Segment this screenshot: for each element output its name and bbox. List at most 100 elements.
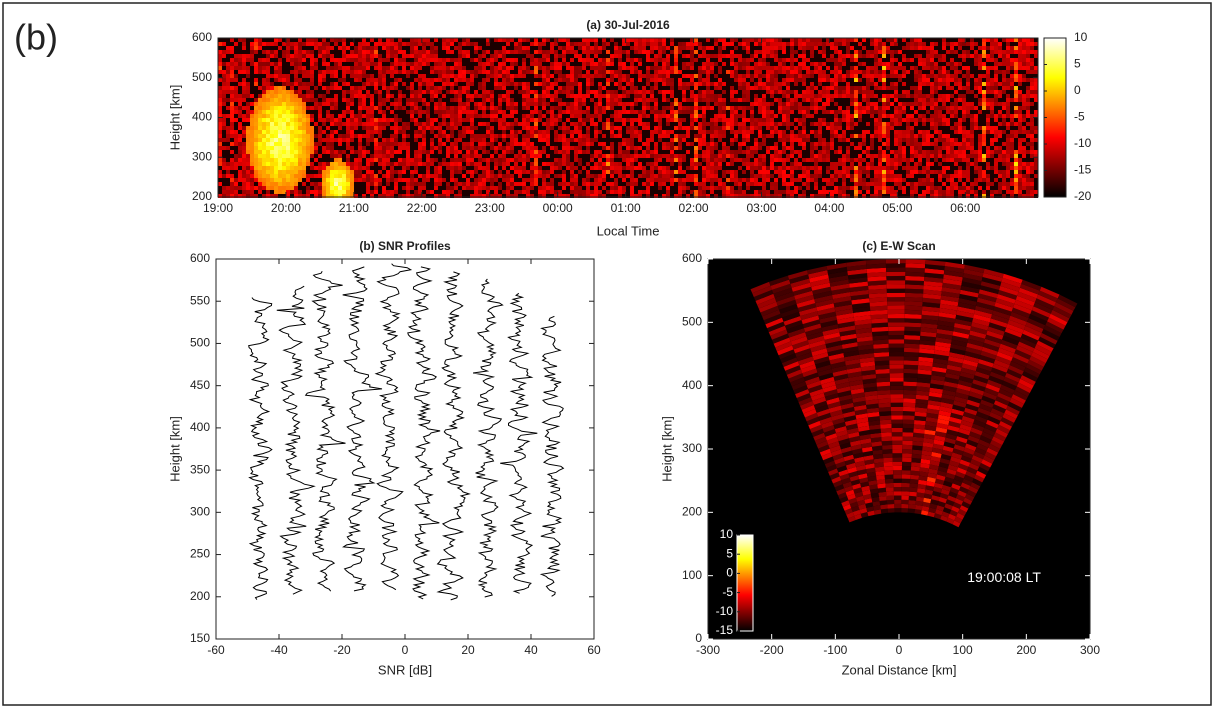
heatmap-texture (398, 66, 402, 70)
heatmap-texture (302, 162, 306, 166)
heatmap-texture (582, 186, 586, 190)
heatmap-texture (486, 162, 490, 166)
heatmap-texture (490, 102, 494, 106)
heatmap-texture (234, 186, 238, 190)
heatmap-texture (334, 142, 338, 146)
heatmap-texture (426, 70, 430, 74)
heatmap-texture (362, 134, 366, 138)
heatmap-texture (538, 142, 542, 146)
heatmap-texture (698, 150, 702, 154)
heatmap-texture (706, 162, 710, 166)
heatmap-texture (566, 102, 570, 106)
heatmap-texture (238, 186, 242, 190)
heatmap-texture (710, 54, 714, 58)
heatmap-texture (386, 54, 390, 58)
heatmap-texture (586, 170, 590, 174)
heatmap-texture (654, 154, 658, 158)
heatmap-texture (698, 190, 702, 194)
heatmap-texture (314, 170, 318, 174)
heatmap-texture (350, 66, 354, 70)
heatmap-texture (638, 178, 642, 182)
heatmap-texture (626, 106, 630, 110)
heatmap-texture (510, 146, 514, 150)
heatmap-texture (522, 130, 526, 134)
heatmap-texture (678, 74, 682, 78)
heatmap-texture (622, 158, 626, 162)
heatmap-texture (582, 90, 586, 94)
heatmap-texture (226, 54, 230, 58)
heatmap-texture (502, 122, 506, 126)
heatmap-texture (310, 90, 314, 94)
heatmap-texture (322, 110, 326, 114)
heatmap-texture (690, 158, 694, 162)
heatmap-texture (366, 190, 370, 194)
heatmap-texture (486, 118, 490, 122)
heatmap-texture (286, 106, 290, 110)
heatmap-texture (570, 38, 574, 42)
heatmap-texture (242, 170, 246, 174)
heatmap-texture (346, 158, 350, 162)
heatmap-texture (322, 58, 326, 62)
heatmap-texture (446, 118, 450, 122)
heatmap-texture (646, 114, 650, 118)
heatmap-texture (654, 162, 658, 166)
heatmap-texture (250, 86, 254, 90)
heatmap-texture (674, 90, 678, 94)
heatmap-texture (342, 150, 346, 154)
heatmap-texture (654, 142, 658, 146)
heatmap-texture (482, 74, 486, 78)
heatmap-texture (362, 62, 366, 66)
heatmap-texture (646, 42, 650, 46)
heatmap-texture (274, 114, 278, 118)
heatmap-texture (434, 70, 438, 74)
heatmap-texture (662, 98, 666, 102)
heatmap-texture (502, 38, 506, 42)
heatmap-texture (626, 42, 630, 46)
heatmap-texture (382, 62, 386, 66)
heatmap-texture (434, 46, 438, 50)
heatmap-texture (550, 78, 554, 82)
heatmap-texture (354, 178, 358, 182)
heatmap-texture (602, 38, 606, 42)
heatmap-texture (578, 78, 582, 82)
heatmap-texture (650, 58, 654, 62)
heatmap-texture (594, 110, 598, 114)
heatmap-texture (622, 166, 626, 170)
heatmap-texture (566, 134, 570, 138)
heatmap-texture (698, 170, 702, 174)
heatmap-texture (466, 170, 470, 174)
heatmap-texture (258, 190, 262, 194)
heatmap-texture (566, 50, 570, 54)
heatmap-texture (626, 130, 630, 134)
heatmap-texture (470, 58, 474, 62)
heatmap-texture (698, 162, 702, 166)
heatmap-texture (486, 174, 490, 178)
heatmap-texture (714, 66, 718, 70)
heatmap-texture (306, 90, 310, 94)
heatmap-texture (218, 158, 222, 162)
heatmap-texture (338, 170, 342, 174)
heatmap-texture (286, 82, 290, 86)
heatmap-texture (322, 186, 326, 190)
heatmap-texture (610, 54, 614, 58)
heatmap-texture (342, 158, 346, 162)
heatmap-texture (566, 58, 570, 62)
heatmap-texture (686, 74, 690, 78)
heatmap-texture (518, 66, 522, 70)
heatmap-texture (258, 46, 262, 50)
heatmap-texture (518, 82, 522, 86)
heatmap-texture (590, 142, 594, 146)
heatmap-texture (386, 138, 390, 142)
heatmap-texture (610, 82, 614, 86)
heatmap-texture (678, 50, 682, 54)
heatmap-texture (646, 134, 650, 138)
heatmap-texture (694, 122, 698, 126)
heatmap-texture (450, 74, 454, 78)
heatmap-texture (658, 110, 662, 114)
heatmap-texture (378, 38, 382, 42)
heatmap-texture (506, 82, 510, 86)
heatmap-texture (522, 94, 526, 98)
heatmap-texture (382, 106, 386, 110)
heatmap-texture (534, 42, 538, 46)
heatmap-texture (658, 106, 662, 110)
